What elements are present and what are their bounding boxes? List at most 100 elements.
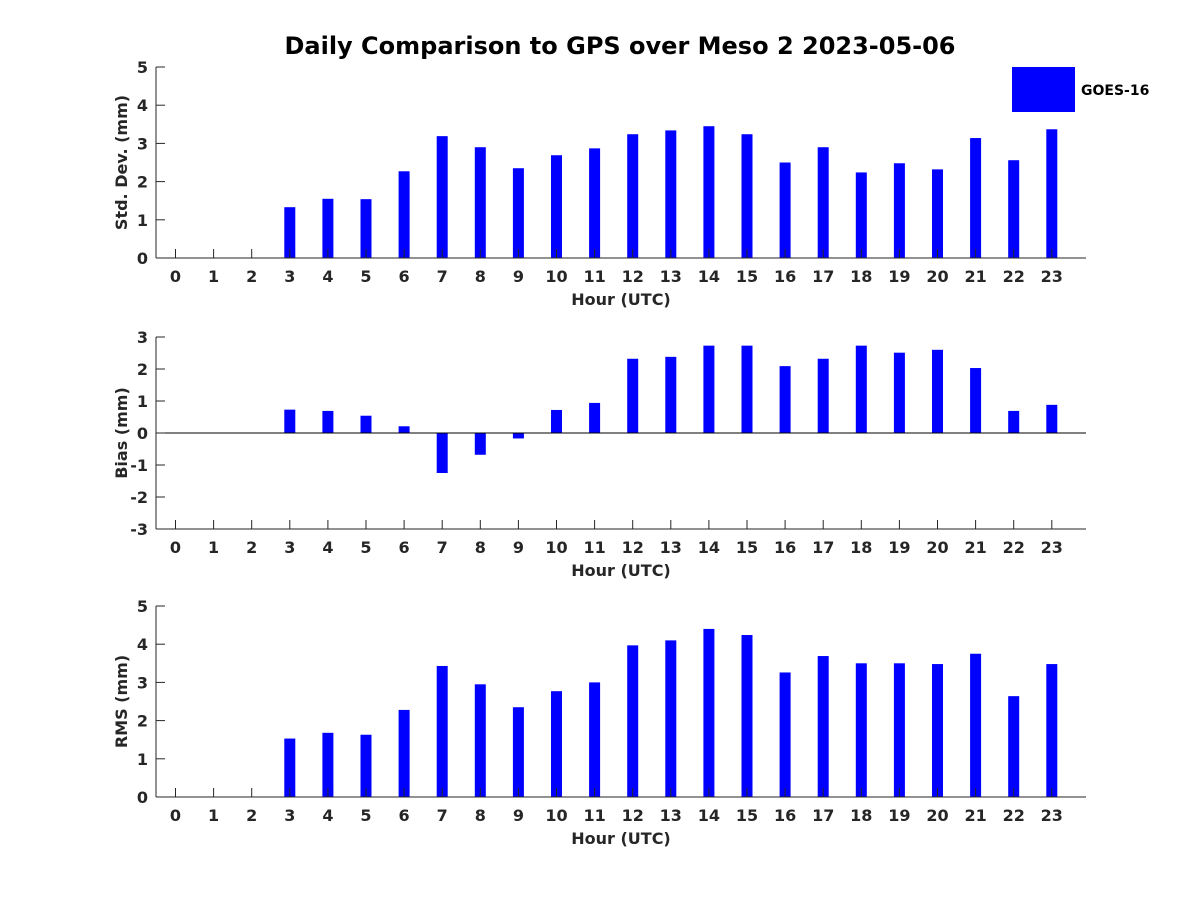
bar-15 — [741, 345, 753, 433]
bar-4 — [322, 732, 334, 797]
bar-23 — [1046, 129, 1058, 258]
x-tick-label: 11 — [583, 538, 605, 557]
bar-22 — [1008, 696, 1020, 797]
x-tick-label: 4 — [322, 806, 333, 825]
x-tick-label: 21 — [964, 538, 986, 557]
x-tick-label: 4 — [322, 538, 333, 557]
y-tick-label: -1 — [130, 456, 148, 475]
bar-4 — [322, 198, 334, 258]
bar-9 — [512, 168, 524, 258]
bar-13 — [665, 130, 677, 258]
x-tick-label: 17 — [812, 267, 834, 286]
bar-8 — [474, 433, 486, 455]
bar-6 — [398, 709, 410, 797]
x-tick-label: 23 — [1041, 538, 1063, 557]
bar-9 — [512, 707, 524, 797]
bar-15 — [741, 134, 753, 258]
y-tick-label: 5 — [137, 58, 148, 77]
y-tick-label: -3 — [130, 520, 148, 539]
y-tick-label: 4 — [137, 96, 148, 115]
x-tick-label: 6 — [399, 806, 410, 825]
bar-7 — [436, 433, 448, 473]
bar-19 — [893, 163, 905, 258]
bar-8 — [474, 684, 486, 797]
bar-3 — [284, 207, 296, 258]
bar-5 — [360, 734, 372, 797]
x-tick-label: 21 — [964, 806, 986, 825]
x-tick-label: 12 — [622, 267, 644, 286]
x-tick-label: 16 — [774, 538, 796, 557]
bar-22 — [1008, 160, 1020, 258]
x-tick-label: 10 — [545, 267, 567, 286]
x-tick-label: 7 — [437, 806, 448, 825]
x-tick-label: 21 — [964, 267, 986, 286]
x-tick-label: 8 — [475, 267, 486, 286]
bar-17 — [817, 147, 829, 258]
bar-4 — [322, 410, 334, 433]
x-tick-label: 9 — [513, 538, 524, 557]
chart-title: Daily Comparison to GPS over Meso 2 2023… — [284, 32, 955, 60]
x-tick-label: 1 — [208, 806, 219, 825]
x-tick-label: 16 — [774, 267, 796, 286]
y-tick-label: 3 — [137, 328, 148, 347]
x-tick-label: 20 — [926, 538, 948, 557]
x-tick-label: 9 — [513, 806, 524, 825]
bar-15 — [741, 635, 753, 797]
y-tick-label: 1 — [137, 392, 148, 411]
x-tick-label: 3 — [284, 538, 295, 557]
legend-label: GOES-16 — [1081, 83, 1149, 99]
x-tick-label: 16 — [774, 806, 796, 825]
x-tick-label: 3 — [284, 806, 295, 825]
x-tick-label: 11 — [583, 806, 605, 825]
bar-23 — [1046, 664, 1058, 797]
bar-3 — [284, 738, 296, 797]
y-tick-label: 2 — [137, 360, 148, 379]
x-tick-label: 1 — [208, 267, 219, 286]
x-tick-label: 2 — [246, 267, 257, 286]
y-tick-label: 5 — [137, 597, 148, 616]
y-axis-label: Std. Dev. (mm) — [112, 95, 131, 230]
bar-21 — [970, 368, 982, 433]
bar-13 — [665, 640, 677, 797]
bar-18 — [855, 345, 867, 433]
x-tick-label: 15 — [736, 806, 758, 825]
x-tick-label: 22 — [1003, 267, 1025, 286]
x-tick-label: 22 — [1003, 538, 1025, 557]
bar-11 — [589, 682, 601, 797]
bar-10 — [551, 409, 562, 433]
bar-22 — [1008, 410, 1020, 433]
x-tick-label: 5 — [360, 806, 371, 825]
y-tick-label: 2 — [137, 712, 148, 731]
x-tick-label: 20 — [926, 267, 948, 286]
bar-18 — [855, 172, 867, 258]
x-tick-label: 0 — [170, 538, 181, 557]
bar-8 — [474, 147, 486, 258]
x-tick-label: 12 — [622, 806, 644, 825]
bar-9 — [512, 433, 524, 439]
x-tick-label: 14 — [698, 806, 720, 825]
x-tick-label: 10 — [545, 806, 567, 825]
x-tick-label: 23 — [1041, 806, 1063, 825]
x-tick-label: 13 — [660, 267, 682, 286]
x-tick-label: 19 — [888, 538, 910, 557]
bar-14 — [703, 126, 715, 259]
bar-5 — [360, 415, 372, 433]
bar-11 — [589, 148, 601, 258]
bar-12 — [627, 358, 639, 433]
x-tick-label: 17 — [812, 538, 834, 557]
bar-13 — [665, 356, 677, 433]
chart-legend: GOES-16 — [1012, 67, 1149, 112]
y-tick-label: 0 — [137, 424, 148, 443]
bar-18 — [855, 663, 867, 797]
x-tick-label: 19 — [888, 806, 910, 825]
bar-14 — [703, 628, 715, 797]
x-tick-label: 11 — [583, 267, 605, 286]
x-axis-label: Hour (UTC) — [571, 829, 671, 848]
bar-12 — [627, 134, 639, 258]
y-tick-label: 3 — [137, 673, 148, 692]
bar-21 — [970, 653, 982, 797]
